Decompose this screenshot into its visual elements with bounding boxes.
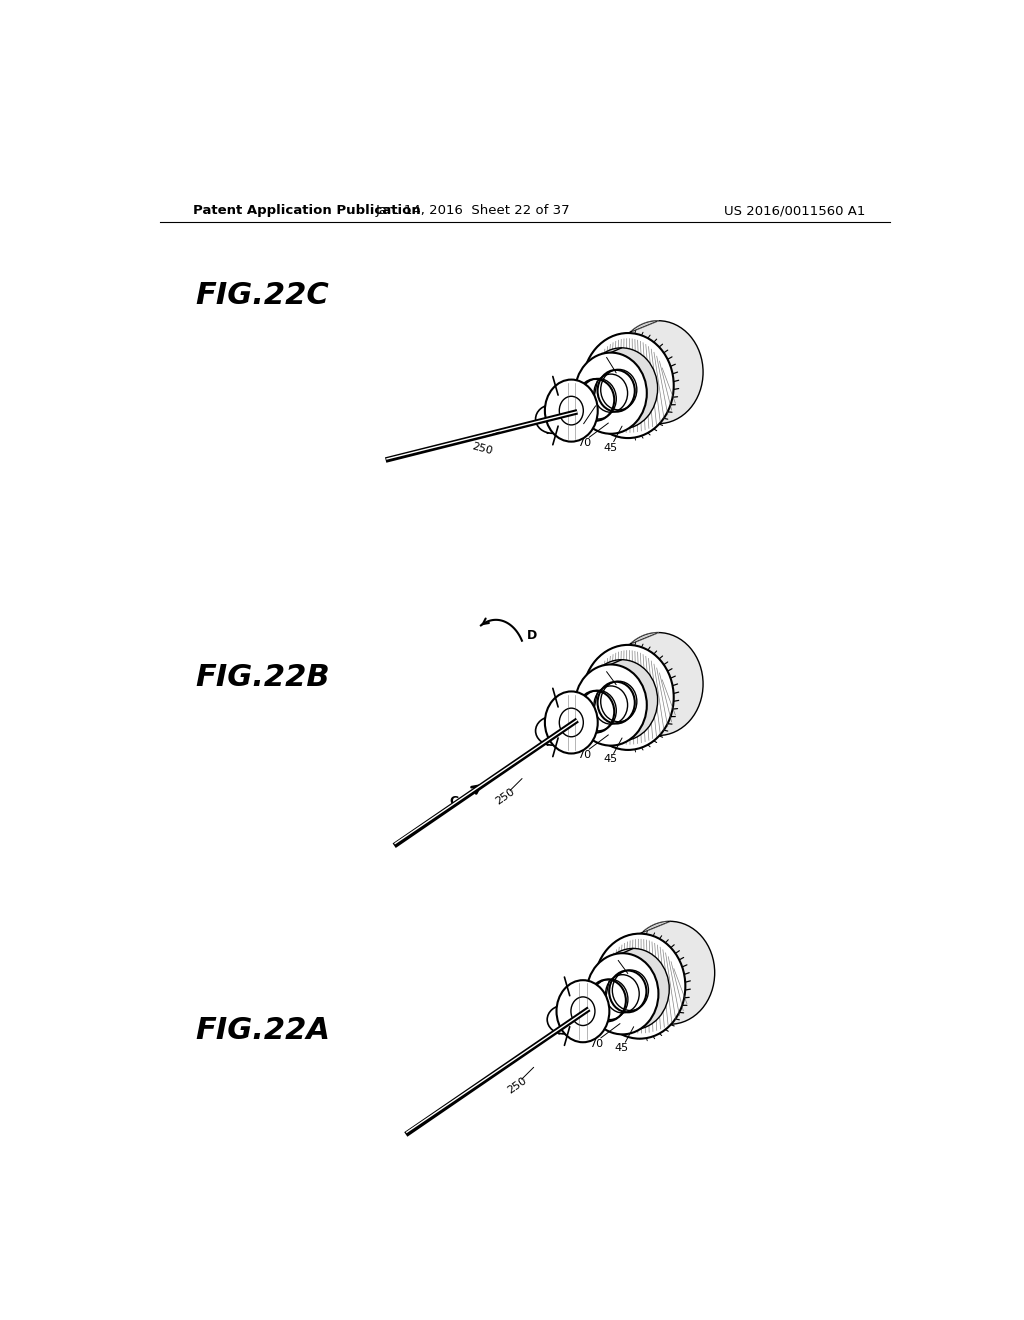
Ellipse shape: [626, 969, 654, 1003]
Text: Jan. 14, 2016  Sheet 22 of 37: Jan. 14, 2016 Sheet 22 of 37: [376, 205, 570, 218]
Text: US 2016/0011560 A1: US 2016/0011560 A1: [724, 205, 865, 218]
Ellipse shape: [571, 997, 595, 1026]
Ellipse shape: [587, 953, 658, 1035]
Ellipse shape: [536, 405, 569, 433]
Ellipse shape: [536, 717, 569, 744]
Ellipse shape: [559, 708, 584, 737]
Ellipse shape: [583, 333, 674, 438]
Text: 250: 250: [494, 787, 517, 807]
Ellipse shape: [586, 348, 657, 429]
Ellipse shape: [613, 632, 703, 735]
Ellipse shape: [594, 686, 628, 725]
Polygon shape: [583, 632, 658, 750]
Text: 45: 45: [614, 1043, 629, 1053]
Text: FIG.22B: FIG.22B: [196, 663, 330, 692]
Text: 250: 250: [506, 1074, 528, 1096]
Ellipse shape: [613, 321, 703, 424]
Text: 95: 95: [597, 661, 611, 672]
Ellipse shape: [594, 933, 685, 1039]
Text: FIG.22A: FIG.22A: [196, 1016, 331, 1045]
Text: 45: 45: [603, 755, 617, 764]
Text: FIG.22C: FIG.22C: [196, 281, 329, 310]
Ellipse shape: [605, 681, 638, 719]
Text: 45: 45: [603, 442, 617, 453]
Text: 95: 95: [597, 347, 611, 358]
Text: 70: 70: [578, 750, 592, 760]
Text: D: D: [526, 630, 537, 643]
Ellipse shape: [626, 921, 715, 1024]
Text: 70: 70: [589, 1039, 603, 1049]
Text: 95: 95: [608, 950, 623, 961]
Ellipse shape: [545, 380, 598, 442]
Ellipse shape: [559, 396, 584, 425]
Text: 95: 95: [570, 425, 585, 434]
Ellipse shape: [583, 645, 674, 750]
Text: 250: 250: [471, 441, 494, 457]
Text: 70: 70: [578, 438, 592, 449]
Ellipse shape: [574, 352, 647, 434]
Ellipse shape: [556, 981, 609, 1043]
Polygon shape: [594, 921, 670, 1039]
Ellipse shape: [605, 370, 638, 408]
Ellipse shape: [616, 970, 650, 1008]
Ellipse shape: [545, 692, 598, 754]
Ellipse shape: [597, 949, 670, 1030]
Ellipse shape: [613, 368, 642, 403]
Ellipse shape: [605, 974, 639, 1012]
Ellipse shape: [574, 664, 647, 746]
Ellipse shape: [547, 1006, 581, 1034]
Ellipse shape: [613, 681, 642, 714]
Ellipse shape: [594, 374, 628, 412]
Polygon shape: [583, 321, 658, 438]
Text: C: C: [450, 795, 459, 808]
Ellipse shape: [586, 660, 657, 741]
Text: Patent Application Publication: Patent Application Publication: [194, 205, 421, 218]
